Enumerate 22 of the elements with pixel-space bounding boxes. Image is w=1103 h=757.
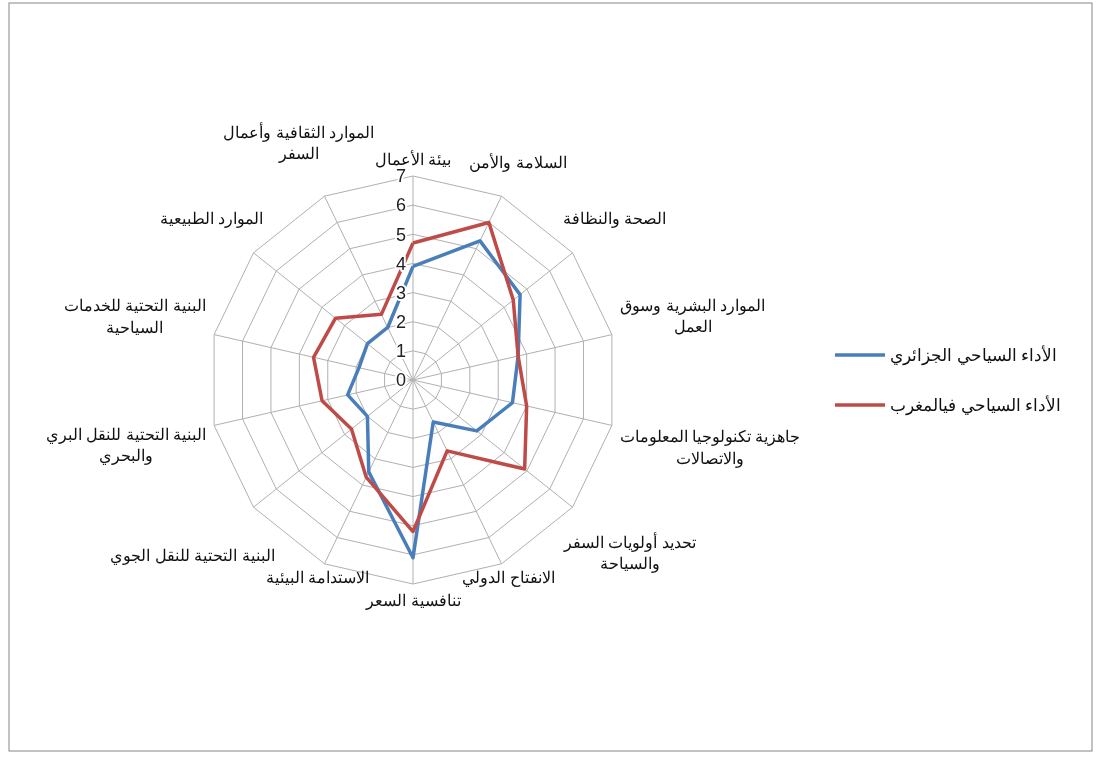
spoke-label: البنية التحتية للخدمات السياحية — [63, 297, 206, 336]
spoke-label: الموارد الثقافية وأعمال السفر — [223, 121, 375, 164]
y-tick-label: 0 — [395, 370, 407, 391]
spoke-label: البنية التحتية للنقل البري والبحري — [45, 425, 206, 466]
legend-label: الأداء السياحي الجزائري — [890, 344, 1058, 366]
spoke-label: البنية التحتية للنقل الجوي — [110, 546, 275, 565]
y-tick-label: 7 — [395, 166, 407, 187]
spoke-label: السلامة والأمن — [469, 152, 567, 172]
legend-label: الأداء السياحي فيالمغرب — [890, 394, 1062, 416]
y-tick-label: 1 — [395, 341, 407, 362]
spoke-label: جاهزية تكنولوجيا المعلومات والاتصالات — [619, 427, 801, 468]
spoke-label: تحديد أولويات السفر والسياحة — [563, 531, 696, 574]
spoke-label: الموارد البشرية وسوق العمل — [620, 296, 766, 336]
spoke-label: بيئة الأعمال — [374, 150, 452, 168]
y-tick-label: 5 — [395, 224, 407, 245]
y-tick-label: 6 — [395, 195, 407, 216]
spoke-label: الاستدامة البيئية — [265, 569, 370, 587]
spoke-label: الصحة والنظافة — [563, 210, 667, 229]
spoke-label: الموارد الطبيعية — [159, 210, 263, 229]
spoke-label: تنافسية السعر — [365, 592, 461, 610]
spoke-label: الانفتاح الدولي — [462, 569, 555, 588]
y-tick-label: 2 — [395, 312, 407, 333]
